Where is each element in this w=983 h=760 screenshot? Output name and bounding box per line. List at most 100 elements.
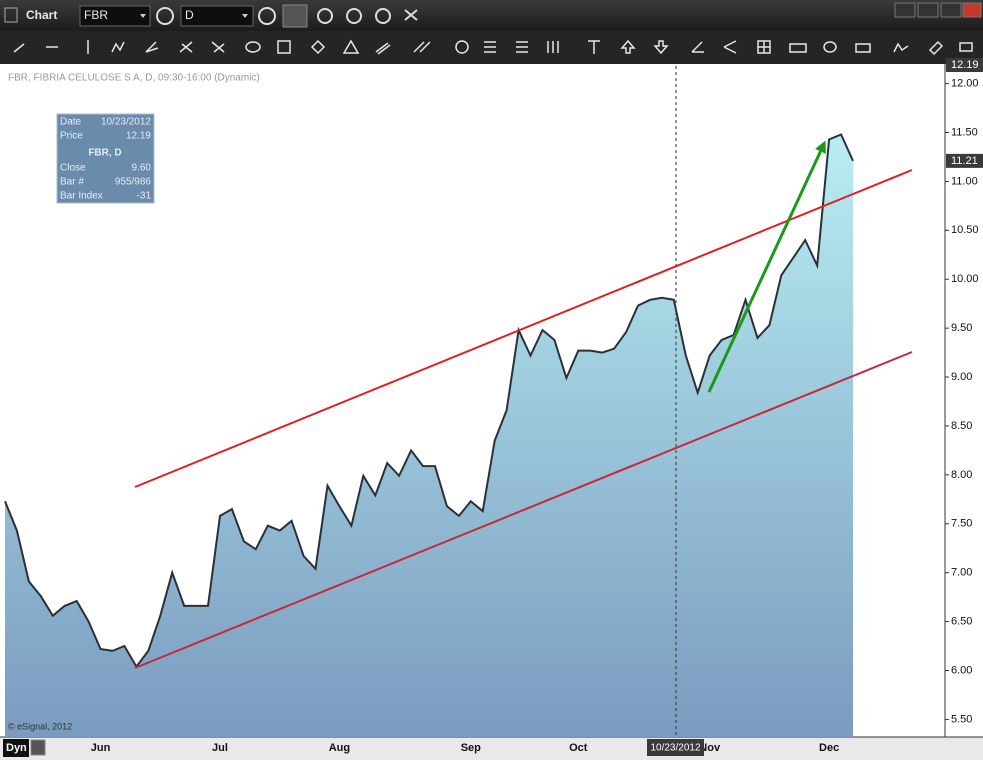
dropdown-arrow[interactable] — [140, 14, 146, 18]
tool-icon — [484, 41, 496, 53]
tool-icon — [211, 41, 225, 53]
tool-icon — [823, 41, 837, 53]
window-title: Chart — [26, 8, 57, 22]
info-value: -31 — [137, 191, 152, 202]
y-tick-label: 9.00 — [951, 371, 972, 383]
tool-icon — [277, 40, 291, 54]
tool-icon — [375, 42, 391, 55]
tool-icon — [588, 40, 600, 54]
y-tick-label: 12.00 — [951, 78, 979, 90]
info-label: Date — [60, 117, 82, 128]
tool-icon — [757, 40, 771, 54]
symbol-text: FBR — [84, 8, 108, 22]
x-tick-label: Nov — [699, 742, 721, 754]
crosshair-price — [946, 58, 983, 73]
info-value: 9.60 — [132, 163, 152, 174]
trend-arrow — [707, 140, 826, 393]
price-line — [4, 133, 854, 669]
symbol-input[interactable] — [79, 5, 151, 27]
time-axis — [0, 737, 983, 760]
y-tick-label: 6.00 — [951, 664, 972, 676]
dropdown-arrow[interactable] — [242, 14, 248, 18]
tool-icon — [653, 40, 669, 55]
x-tick-label: Aug — [329, 742, 350, 754]
drawing-tools — [13, 39, 973, 56]
y-tick-label: 6.50 — [951, 615, 972, 627]
tool-icon — [928, 40, 944, 56]
tool-icon — [855, 43, 871, 53]
maximize-button[interactable] — [940, 2, 962, 18]
info-rows: Date 10/23/2012 Price 12.19 Close 9.60 Bar # 95… — [60, 117, 151, 202]
tool-icon — [959, 42, 973, 52]
axis-layer: 5.50 6.00 6.50 7.00 7.50 8.00 8.50 9.00 9.50 10.0… — [91, 58, 983, 756]
crosshair-price-label: 12.19 — [951, 59, 979, 71]
tool-icon — [723, 40, 737, 54]
tool-icon — [547, 41, 559, 53]
info-value: 10/23/2012 — [101, 117, 151, 128]
copyright: © eSignal, 2012 — [8, 721, 72, 731]
interval-text: D — [185, 8, 194, 22]
tool-icon — [13, 43, 25, 53]
info-heading: FBR, D — [88, 148, 121, 159]
y-tick-label: 7.00 — [951, 567, 972, 579]
tool-icon — [179, 41, 193, 53]
tool-icon — [310, 39, 326, 55]
tool-icon — [413, 41, 431, 53]
y-tick-label: 10.50 — [951, 224, 979, 236]
sync-button[interactable] — [30, 739, 46, 756]
last-price-marker-label: 11.21 — [951, 155, 978, 167]
refresh-icon[interactable] — [317, 8, 333, 24]
last-price-marker — [946, 153, 983, 168]
x-tick-label: Dec — [819, 742, 839, 754]
link-icon[interactable] — [404, 9, 418, 21]
play-icon[interactable] — [346, 8, 362, 24]
info-label: Bar Index — [60, 191, 103, 202]
tool-icon — [111, 41, 125, 53]
channel-upper — [134, 169, 913, 488]
crosshair-date: 10/23/2012 — [650, 743, 700, 754]
y-tick-label: 10.00 — [951, 273, 979, 285]
x-tick-label: Jun — [91, 742, 111, 754]
y-tick-label: 5.50 — [951, 713, 972, 725]
info-value: 12.19 — [126, 131, 151, 142]
tool-icon — [893, 42, 909, 53]
series-layer — [4, 133, 854, 737]
alert-icon[interactable] — [375, 8, 391, 24]
mode-button[interactable] — [3, 739, 29, 757]
x-tick-label: Oct — [569, 742, 588, 754]
draw-button[interactable] — [282, 4, 308, 28]
minimize-button[interactable] — [917, 2, 939, 18]
tool-icon — [789, 43, 807, 53]
mode-text: Dyn — [6, 742, 27, 754]
time-icon[interactable] — [258, 7, 276, 25]
info-value: 955/986 — [115, 177, 152, 188]
x-tick-label: Sep — [461, 742, 481, 754]
info-label: Bar # — [60, 177, 84, 188]
title-bar — [0, 0, 983, 31]
chart-title: FBR, FIBRIA CELULOSE S A, D, 09:30-16:00… — [8, 73, 260, 84]
y-tick-label: 11.00 — [951, 175, 978, 187]
settings-icon[interactable] — [156, 7, 174, 25]
y-tick-label: 7.50 — [951, 518, 972, 530]
crosshair-date-box — [647, 739, 704, 756]
tool-icon — [455, 40, 469, 54]
tool-icon — [342, 39, 360, 54]
tool-icon — [145, 41, 159, 53]
restore-button[interactable] — [894, 2, 916, 18]
tool-icon — [245, 41, 261, 53]
y-tick-label: 9.50 — [951, 322, 972, 334]
close-button[interactable] — [962, 2, 982, 18]
info-label: Price — [60, 131, 83, 142]
y-tick-label: 8.50 — [951, 420, 972, 432]
tool-icon — [620, 39, 636, 54]
channel-lower — [134, 351, 913, 669]
y-tick-label: 8.00 — [951, 469, 972, 481]
y-tick-label: 11.50 — [951, 126, 978, 138]
tool-icon — [691, 41, 704, 53]
x-tick-label: Jul — [212, 742, 228, 754]
price-axis — [945, 64, 983, 737]
interval-input[interactable] — [180, 5, 254, 27]
info-box — [56, 113, 155, 204]
app-icon — [4, 7, 18, 23]
